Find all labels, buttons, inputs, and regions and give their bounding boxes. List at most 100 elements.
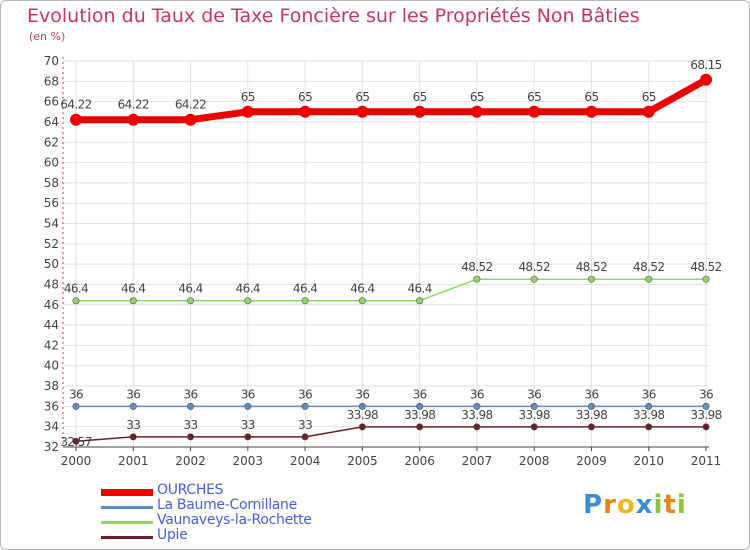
data-point xyxy=(528,105,541,118)
data-label: 36 xyxy=(298,387,312,401)
data-label: 64.22 xyxy=(60,98,91,112)
data-label: 36 xyxy=(413,387,427,401)
data-point xyxy=(416,402,424,410)
data-label: 64.22 xyxy=(175,98,206,112)
data-label: 33 xyxy=(241,418,255,432)
data-point xyxy=(301,297,309,305)
y-tick-label: 40 xyxy=(44,359,59,373)
legend-swatch xyxy=(101,536,153,539)
data-label: 36 xyxy=(584,387,598,401)
data-point xyxy=(244,297,252,305)
x-tick-label: 2005 xyxy=(347,454,378,468)
x-tick-label: 2007 xyxy=(462,454,493,468)
data-point xyxy=(585,105,598,118)
logo-letter: x xyxy=(635,490,654,520)
legend-swatch xyxy=(101,506,153,509)
y-tick-label: 68 xyxy=(44,74,59,88)
data-label: 68.15 xyxy=(690,58,721,72)
data-point xyxy=(530,275,538,283)
data-point xyxy=(301,402,309,410)
data-point xyxy=(72,437,80,445)
data-point xyxy=(645,402,653,410)
y-tick-label: 36 xyxy=(44,399,59,413)
y-tick-label: 50 xyxy=(44,257,59,271)
data-point xyxy=(587,402,595,410)
x-tick-label: 2011 xyxy=(691,454,722,468)
logo-letter: r xyxy=(603,490,617,520)
y-tick-label: 64 xyxy=(44,115,59,129)
data-label: 65 xyxy=(527,90,541,104)
data-label: 33.98 xyxy=(690,408,721,422)
data-label: 65 xyxy=(355,90,369,104)
data-label: 48.52 xyxy=(461,260,492,274)
data-point xyxy=(473,423,481,431)
legend-item: Upie xyxy=(101,527,421,545)
data-label: 36 xyxy=(184,387,198,401)
proxiti-logo: Proxiti xyxy=(583,490,687,520)
x-tick-label: 2006 xyxy=(404,454,435,468)
series-line-ourches xyxy=(72,76,710,124)
data-label: 65 xyxy=(584,90,598,104)
data-label: 33.98 xyxy=(347,408,378,422)
data-label: 36 xyxy=(355,387,369,401)
data-label: 36 xyxy=(527,387,541,401)
y-tick-label: 38 xyxy=(44,379,59,393)
data-label: 33.98 xyxy=(576,408,607,422)
data-point xyxy=(301,433,309,441)
legend-swatch xyxy=(101,489,153,496)
x-tick-label: 2008 xyxy=(519,454,550,468)
data-point xyxy=(530,402,538,410)
data-point xyxy=(358,402,366,410)
data-label: 33 xyxy=(184,418,198,432)
data-label: 64.22 xyxy=(118,98,149,112)
data-label: 65 xyxy=(413,90,427,104)
data-point xyxy=(700,73,712,86)
y-tick-label: 56 xyxy=(44,196,59,210)
series-line-upie xyxy=(75,426,707,442)
logo-letter: i xyxy=(653,490,664,520)
data-point xyxy=(241,105,254,118)
data-point xyxy=(473,275,481,283)
data-label: 36 xyxy=(69,387,83,401)
legend-label: Vaunaveys-la-Rochette xyxy=(157,512,312,528)
data-point xyxy=(184,113,197,126)
data-label: 36 xyxy=(470,387,484,401)
data-point xyxy=(72,297,80,305)
data-label: 46.4 xyxy=(350,282,374,296)
chart-title: Evolution du Taux de Taxe Foncière sur l… xyxy=(27,5,640,27)
data-point xyxy=(129,433,137,441)
y-tick-label: 44 xyxy=(44,318,59,332)
data-label: 33.98 xyxy=(633,408,664,422)
data-point xyxy=(702,275,710,283)
data-label: 33 xyxy=(298,418,312,432)
y-tick-label: 54 xyxy=(44,217,59,231)
legend-item: Vaunaveys-la-Rochette xyxy=(101,512,421,530)
data-label: 33.98 xyxy=(519,408,550,422)
y-tick-label: 62 xyxy=(44,135,59,149)
series-line-vaunaveys-la-rochette xyxy=(75,278,707,302)
data-label: 46.4 xyxy=(407,282,431,296)
data-label: 65 xyxy=(241,90,255,104)
data-point xyxy=(645,423,653,431)
data-point xyxy=(70,113,82,126)
data-label: 32.57 xyxy=(60,435,91,449)
data-point xyxy=(244,402,252,410)
legend-label: Upie xyxy=(157,527,188,543)
data-point xyxy=(356,105,369,118)
data-point xyxy=(187,402,195,410)
data-point xyxy=(127,113,140,126)
y-tick-label: 46 xyxy=(44,298,59,312)
data-point xyxy=(413,105,426,118)
x-tick-label: 2010 xyxy=(633,454,664,468)
logo-letter: P xyxy=(583,490,604,520)
data-point xyxy=(299,105,312,118)
data-point xyxy=(473,402,481,410)
logo-letter: t xyxy=(663,490,677,520)
x-tick-label: 2004 xyxy=(290,454,321,468)
data-point xyxy=(129,297,137,305)
y-axis-unit-label: (en %) xyxy=(29,30,66,43)
data-label: 46.4 xyxy=(121,282,145,296)
data-label: 33.98 xyxy=(404,408,435,422)
y-tick-label: 58 xyxy=(44,176,59,190)
data-label: 46.4 xyxy=(236,282,260,296)
